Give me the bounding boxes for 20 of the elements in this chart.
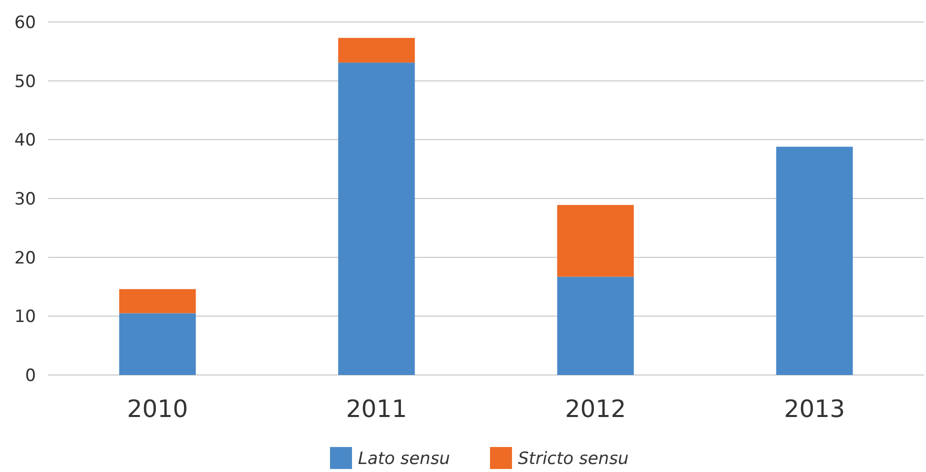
- bar: [557, 276, 634, 375]
- x-tick-label: 2012: [564, 395, 626, 423]
- bar: [338, 62, 415, 375]
- y-tick-label: 50: [14, 72, 36, 92]
- y-tick-label: 10: [14, 307, 36, 328]
- x-tick-label: 2013: [784, 395, 846, 423]
- y-tick-label: 30: [14, 189, 36, 210]
- bar: [776, 146, 853, 375]
- legend-label: Lato sensu: [358, 449, 450, 469]
- y-tick-label: 40: [14, 130, 36, 151]
- x-tick-label: 2011: [346, 395, 408, 423]
- bar: [338, 38, 415, 63]
- y-tick-label: 0: [25, 366, 36, 386]
- y-tick-label: 60: [14, 12, 36, 33]
- bar: [119, 313, 196, 375]
- x-tick-label: 2010: [126, 395, 188, 423]
- bar: [557, 204, 634, 277]
- bar: [119, 289, 196, 314]
- legend-label: Stricto sensu: [518, 449, 629, 469]
- y-tick-label: 20: [14, 248, 36, 268]
